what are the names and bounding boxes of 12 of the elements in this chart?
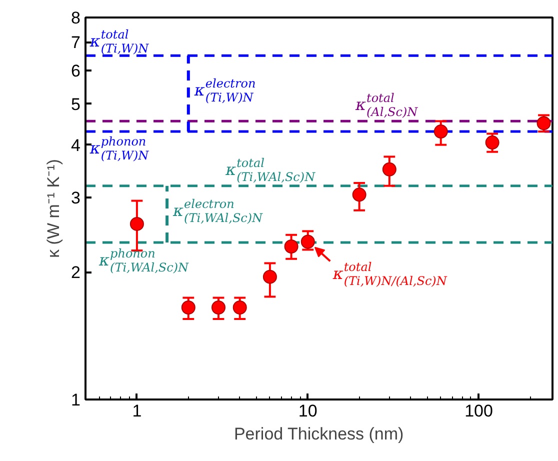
x-tick-label: 10 bbox=[298, 402, 318, 420]
x-tick-label: 100 bbox=[464, 402, 493, 420]
y-tick-label: 5 bbox=[71, 94, 81, 114]
y-tick-label: 3 bbox=[71, 188, 81, 208]
y-tick-label: 8 bbox=[71, 8, 81, 28]
y-tick-label: 2 bbox=[71, 263, 81, 282]
x-tick-label: 1 bbox=[132, 402, 142, 420]
y-tick-label: 4 bbox=[71, 136, 81, 155]
y-tick-label: 7 bbox=[71, 33, 81, 52]
y-axis-title: κ (W m⁻¹ K⁻¹) bbox=[44, 159, 64, 258]
x-axis-title: Period Thickness (nm) bbox=[234, 424, 404, 444]
y-tick-label: 6 bbox=[71, 61, 81, 80]
